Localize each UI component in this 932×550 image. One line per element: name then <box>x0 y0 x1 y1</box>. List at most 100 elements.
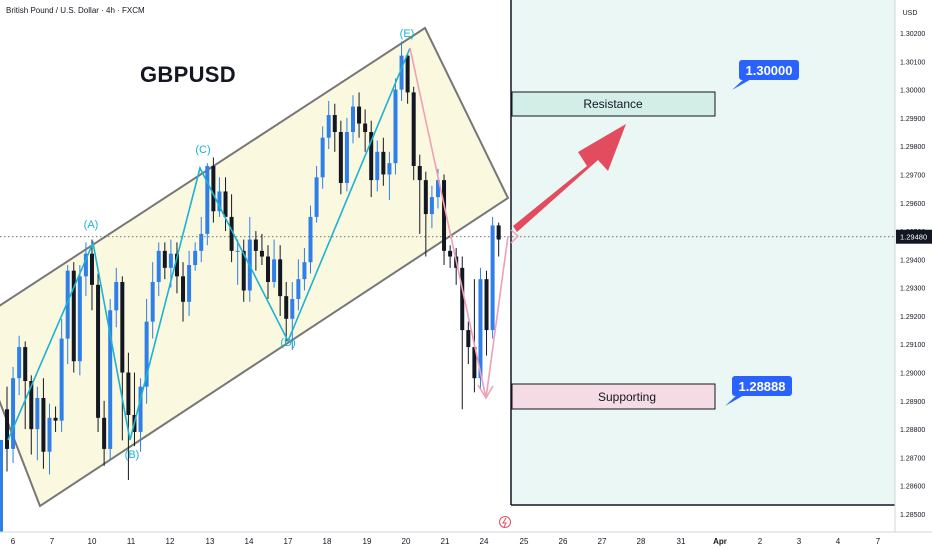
candle-body <box>53 417 58 421</box>
wave-path <box>7 47 411 441</box>
chart-title: GBPUSD <box>140 62 236 87</box>
wave-label: (D) <box>280 337 295 349</box>
bullish-projection-arrow <box>513 124 626 232</box>
y-tick-label: 1.29900 <box>900 116 925 123</box>
x-tick-label: 21 <box>441 537 450 546</box>
bounce-arrowhead <box>510 229 520 244</box>
candle-body <box>168 253 173 268</box>
candle-body <box>83 253 88 277</box>
y-tick-label: 1.29400 <box>900 257 925 264</box>
candle-body <box>187 265 192 302</box>
support-price-badge-pointer <box>725 394 746 406</box>
y-tick-label: 1.29700 <box>900 172 925 179</box>
resistance-price-badge-box <box>739 60 799 80</box>
candle-body <box>290 298 295 319</box>
candle-body <box>411 92 416 166</box>
candle-body <box>156 250 161 282</box>
candle-body <box>350 106 355 133</box>
candlestick-series <box>0 41 501 535</box>
x-tick-label: 6 <box>11 537 16 546</box>
event-marker-icon <box>499 516 511 528</box>
ascending-channel <box>0 26 510 508</box>
candle-body <box>253 239 258 251</box>
candle-body <box>235 250 240 252</box>
candle-body <box>302 262 307 280</box>
candle-body <box>205 165 210 234</box>
candle-body <box>71 270 76 362</box>
candle-body <box>442 180 447 251</box>
candle-body <box>41 397 46 452</box>
y-tick-label: 1.28600 <box>900 484 925 491</box>
y-tick-label: 1.30000 <box>900 88 925 95</box>
currency-label: USD <box>903 10 918 17</box>
support-zone <box>511 383 716 410</box>
candle-body <box>17 347 22 379</box>
x-tick-label: 2 <box>758 537 763 546</box>
resistance-zone <box>511 91 716 117</box>
candle-body <box>241 250 246 291</box>
candle-body <box>278 259 283 297</box>
candle-body <box>314 177 319 217</box>
candle-body <box>211 165 216 212</box>
y-tick-label: 1.29100 <box>900 342 925 349</box>
candle-body <box>29 381 34 430</box>
last-price-text: 1.29480 <box>900 233 927 242</box>
candle-body <box>5 409 9 449</box>
x-tick-label: 3 <box>797 537 802 546</box>
candle-body <box>435 180 440 198</box>
y-tick-label: 1.29800 <box>900 144 925 151</box>
x-tick-label: 27 <box>598 537 607 546</box>
candle-body <box>120 281 125 373</box>
candle-body <box>387 163 392 175</box>
candle-body <box>229 216 234 251</box>
candle-body <box>193 250 198 266</box>
resistance-price-badge-pointer <box>732 78 753 90</box>
candle-body <box>108 310 113 449</box>
x-tick-label: Apr <box>713 537 727 546</box>
resistance-price-badge-text: 1.30000 <box>746 63 793 78</box>
candle-body <box>460 267 465 331</box>
y-tick-label: 1.28500 <box>900 512 925 519</box>
candle-body <box>490 225 495 331</box>
candle-body <box>266 256 271 282</box>
candle-body <box>23 347 28 382</box>
candle-body <box>223 191 228 217</box>
candle-body <box>375 151 380 181</box>
wave-label: (C) <box>195 144 210 156</box>
candle-body <box>150 281 155 322</box>
x-tick-label: 19 <box>363 537 372 546</box>
candle-body <box>96 284 101 418</box>
candle-body <box>472 347 477 379</box>
x-tick-label: 20 <box>402 537 411 546</box>
candle-body <box>47 417 52 452</box>
candle-body <box>405 55 410 93</box>
x-tick-label: 10 <box>88 537 97 546</box>
candle-body <box>393 89 398 164</box>
resistance-label: Resistance <box>583 97 643 111</box>
lightning-icon <box>502 517 507 528</box>
candle-body <box>320 137 325 178</box>
candle-body <box>77 276 82 362</box>
candle-body <box>417 165 422 181</box>
candle-body <box>344 132 349 183</box>
candle-body <box>174 253 179 277</box>
candle-body <box>114 281 119 311</box>
x-tick-label: 12 <box>166 537 175 546</box>
price-axis-panel <box>895 0 932 550</box>
y-tick-label: 1.28700 <box>900 455 925 462</box>
last-price-tag <box>896 229 932 244</box>
candle-body <box>284 296 289 319</box>
candle-body <box>272 259 277 282</box>
candle-body <box>357 106 362 124</box>
candle-body <box>181 276 186 302</box>
wave-label: (B) <box>125 449 140 461</box>
candle-body <box>199 233 204 251</box>
x-tick-label: 7 <box>876 537 881 546</box>
y-tick-label: 1.29300 <box>900 286 925 293</box>
x-tick-label: 28 <box>637 537 646 546</box>
candle-body <box>308 216 313 263</box>
time-axis-panel <box>0 532 932 550</box>
candle-body <box>381 151 386 175</box>
